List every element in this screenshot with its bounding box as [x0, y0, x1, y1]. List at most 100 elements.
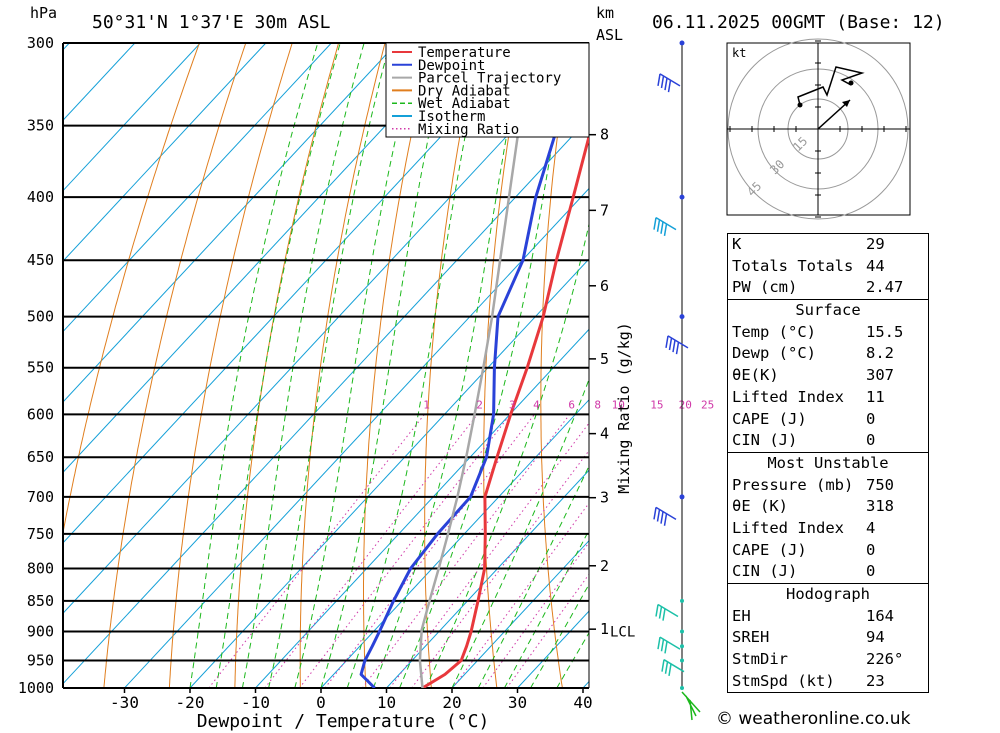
wind-profile	[653, 40, 701, 721]
storm-motion-arrow	[817, 99, 851, 130]
wet-adiabat-line	[241, 43, 365, 688]
isotherm-line	[386, 469, 589, 688]
mixing-ratio-label: 4	[533, 398, 540, 411]
mixing-ratio-line	[506, 573, 589, 688]
wind-level-dot	[680, 629, 684, 634]
temp-tick-label: 0	[316, 693, 326, 712]
pressure-tick-label: 1000	[18, 679, 54, 697]
wind-barb	[655, 506, 677, 521]
mixing-ratio-line	[264, 413, 478, 688]
km-tick-label: 8	[600, 126, 609, 144]
mixing-ratio-label: 8	[594, 398, 601, 411]
isotherm-line	[0, 43, 4, 688]
temp-tick-label: -30	[110, 693, 139, 712]
km-tick-label: 5	[600, 350, 609, 368]
surface-title: Surface	[795, 301, 861, 320]
wind-barb-feather	[660, 511, 664, 524]
storm-motion-arrowhead	[842, 100, 850, 107]
mixing-ratio-line	[482, 541, 589, 688]
wind-barb-feather	[658, 606, 663, 619]
pressure-tick-label: 650	[27, 448, 54, 466]
wet-adiabat-line	[372, 43, 525, 688]
isotherm-line	[451, 539, 589, 688]
mixing-ratio-label: 1	[423, 398, 430, 411]
stat-pw: PW (cm) 2.47	[732, 278, 904, 297]
isotherm-line	[255, 328, 589, 688]
wind-barb-feather	[663, 223, 668, 237]
isotherm-line	[63, 117, 589, 685]
hodo-unit-label: kt	[732, 46, 746, 60]
mixing-ratio-label: 3	[509, 398, 516, 411]
km-tick-label: 4	[600, 425, 609, 443]
temp-tick-label: 10	[377, 693, 396, 712]
temp-tick-label: 30	[508, 693, 527, 712]
wind-barb	[657, 603, 679, 618]
dry-adiabat-line	[63, 43, 200, 535]
isotherm-line	[189, 258, 589, 688]
wet-adiabat-line	[346, 43, 485, 688]
stat-k: K 29	[732, 235, 885, 253]
datetime-title: 06.11.2025 00GMT (Base: 12)	[652, 12, 945, 33]
mixing-ratio-label: 25	[701, 398, 714, 411]
wind-barb	[655, 216, 677, 231]
hodo-title: Hodograph	[786, 585, 870, 603]
wind-level-dot	[680, 686, 684, 690]
hpa-label: hPa	[30, 4, 57, 22]
wind-level-dot	[680, 658, 684, 663]
mixing-ratio-label: 6	[568, 398, 575, 411]
mixing-ratio-label: 20	[679, 398, 692, 411]
mixing-ratio-line	[324, 413, 535, 688]
wet-adiabat-line	[294, 43, 419, 688]
hodo-point	[848, 80, 854, 86]
wind-level-dot	[680, 598, 684, 603]
pressure-tick-label: 800	[27, 559, 54, 577]
mixing-ratio-label: 2	[476, 398, 483, 411]
isotherm-line	[63, 43, 267, 262]
pressure-tick-label: 300	[27, 34, 54, 52]
wind-barb-feather	[663, 513, 668, 526]
wind-barb-feather	[664, 661, 669, 674]
hodo-trace	[797, 66, 865, 106]
hodo-eh: EH 164	[732, 606, 894, 625]
wet-adiabat-line	[320, 43, 450, 688]
surface-thetae: θE(K) 307	[732, 366, 894, 385]
pressure-tick-label: 400	[27, 188, 54, 206]
hodo-stmspd: StmSpd (kt) 23	[732, 671, 885, 690]
dry-adiabat-line	[103, 43, 247, 688]
legend-label: Dewpoint	[418, 58, 485, 74]
stats-surface: Surface Temp (°C) 15.5 Dewp (°C) 8.2 θE(K)…	[728, 299, 928, 452]
mu-cin: CIN (J) 0	[732, 562, 876, 581]
wet-adiabat-line	[268, 43, 391, 688]
isotherm-line	[63, 43, 201, 192]
wind-barb-feather	[657, 636, 661, 650]
isotherm-line	[63, 46, 589, 615]
pressure-tick-label: 750	[27, 525, 54, 543]
wind-barb-feather	[653, 217, 657, 230]
mixing-ratio-line	[452, 502, 589, 688]
stats-most-unstable: Most Unstable Pressure (mb) 750 θE (K) 318…	[728, 451, 928, 583]
wind-barb-feather	[668, 337, 673, 351]
isotherm-line	[63, 43, 398, 403]
stats-panel: K 29 Totals Totals 44 PW (cm) 2.47 Surface …	[727, 233, 929, 694]
site-credit[interactable]: © weatheronline.co.uk	[716, 709, 911, 729]
wind-barb-feather	[656, 219, 661, 232]
temp-tick-label: -10	[241, 693, 270, 712]
wind-barb-feather	[675, 342, 680, 355]
location-title: 50°31'N 1°37'E 30m ASL	[92, 12, 331, 33]
series-parcel-trajectory	[418, 43, 536, 688]
wind-barb	[667, 335, 689, 349]
wet-adiabat-line	[189, 43, 319, 688]
wet-adiabat-line	[477, 464, 589, 688]
surface-dewp: Dewp (°C) 8.2	[732, 344, 894, 363]
isotherm-line	[124, 187, 589, 688]
pressure-tick-label: 550	[27, 359, 54, 377]
km-tick-label: 6	[600, 277, 609, 295]
stat-totals: Totals Totals 44	[732, 256, 885, 275]
wet-adiabat-line	[399, 43, 571, 688]
mu-li: Lifted Index 4	[732, 518, 876, 537]
dry-adiabat-line	[988, 34, 1000, 688]
wind-barb-feather	[660, 221, 664, 234]
dry-adiabat-line	[363, 43, 433, 688]
